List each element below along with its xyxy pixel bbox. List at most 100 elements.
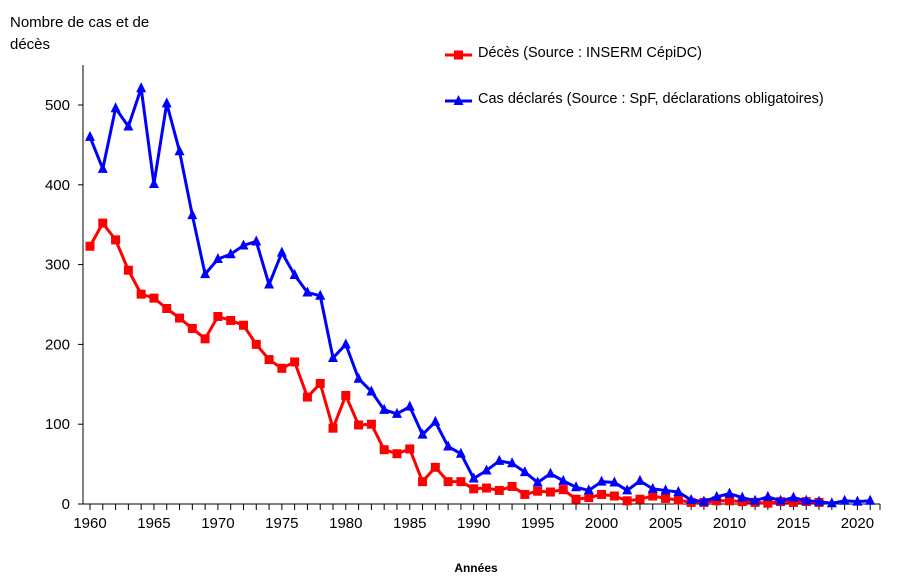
data-point [379, 403, 390, 414]
data-point [865, 494, 876, 505]
data-point [788, 491, 799, 502]
data-point [200, 334, 210, 344]
data-point [213, 311, 223, 321]
data-point [97, 162, 108, 173]
data-point [711, 490, 722, 501]
data-point [532, 476, 543, 487]
series-line [88, 221, 820, 505]
series-cas [85, 82, 876, 508]
data-point [238, 320, 248, 330]
data-point [788, 497, 798, 507]
data-point [533, 486, 543, 496]
x-tick-label: 1980 [329, 515, 362, 532]
data-point [443, 440, 454, 451]
x-tick-label: 1970 [201, 515, 234, 532]
data-point [264, 278, 275, 289]
data-point [354, 420, 364, 430]
x-axis-title: Années [454, 561, 498, 575]
data-point [200, 268, 211, 279]
y-tick-label: 0 [62, 496, 70, 513]
y-tick-label: 100 [45, 416, 70, 433]
data-point [558, 474, 569, 485]
data-point [545, 487, 555, 497]
data-point [175, 313, 185, 323]
data-point [456, 477, 466, 487]
data-point [391, 407, 402, 418]
data-point [277, 363, 287, 373]
data-point [507, 457, 518, 468]
y-tick-label: 500 [45, 97, 70, 114]
data-point [852, 495, 863, 506]
data-point [584, 493, 594, 503]
data-point [212, 253, 223, 264]
data-point [686, 494, 697, 505]
data-point [724, 487, 735, 498]
data-point [341, 390, 351, 400]
data-point [149, 293, 159, 303]
data-point [519, 466, 530, 477]
data-point [302, 286, 313, 297]
data-point [814, 495, 825, 506]
data-point [379, 445, 389, 455]
data-point [698, 495, 709, 506]
data-point [558, 485, 568, 495]
data-point [596, 475, 607, 486]
data-point [750, 494, 761, 505]
y-axis-title: Nombre de cas et de décès [10, 14, 150, 53]
x-tick-label: 1975 [265, 515, 298, 532]
data-point [392, 449, 402, 459]
data-point [826, 497, 837, 508]
data-point [775, 494, 786, 505]
data-point [648, 491, 658, 501]
data-point [238, 239, 249, 250]
y-tick-label: 200 [45, 336, 70, 353]
legend-label-deces: Décès (Source : INSERM CépiDC) [478, 45, 702, 61]
data-point [609, 491, 619, 501]
data-point [353, 372, 364, 383]
data-point [187, 323, 197, 333]
data-point [289, 268, 300, 279]
data-point [801, 494, 812, 505]
data-point [123, 120, 134, 131]
data-point [328, 351, 339, 362]
data-point [136, 289, 146, 299]
data-point [494, 485, 504, 495]
data-point [469, 484, 479, 494]
data-point [430, 462, 440, 472]
data-point [661, 493, 671, 503]
data-point [417, 428, 428, 439]
data-point [635, 494, 645, 504]
data-point [622, 484, 633, 495]
x-tick-label: 1985 [393, 515, 426, 532]
data-point [85, 241, 95, 251]
data-point [481, 464, 492, 475]
data-point [443, 477, 453, 487]
data-point [494, 454, 505, 465]
legend-marker-triangle [453, 95, 464, 105]
data-point [148, 178, 159, 189]
data-point [762, 490, 773, 501]
data-point [571, 494, 581, 504]
data-point [839, 494, 850, 505]
data-point [290, 357, 300, 367]
y-tick-label: 300 [45, 257, 70, 274]
x-tick-label: 1965 [137, 515, 170, 532]
data-point [85, 130, 95, 141]
data-point [226, 315, 236, 325]
data-point [225, 248, 236, 259]
data-point [315, 289, 326, 300]
data-point [404, 400, 415, 411]
data-point [647, 482, 658, 493]
x-tick-label: 1960 [73, 515, 106, 532]
data-point [340, 338, 351, 349]
data-point [302, 392, 312, 402]
legend-label-cas: Cas déclarés (Source : SpF, déclarations… [478, 91, 824, 107]
data-point [328, 423, 338, 433]
data-point [545, 467, 556, 478]
data-point [520, 489, 530, 499]
data-point [571, 481, 582, 492]
data-point [634, 474, 645, 485]
x-tick-label: 2010 [713, 515, 746, 532]
